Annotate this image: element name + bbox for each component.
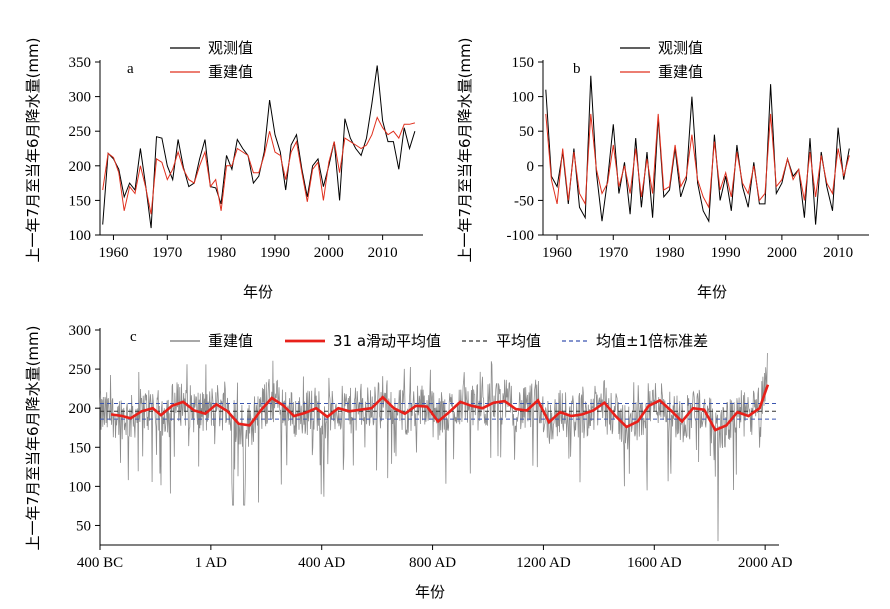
y-tick-label: 200: [69, 401, 92, 417]
legend-mean-label: 平均值: [496, 332, 541, 350]
y-tick-label: 100: [69, 228, 92, 244]
series-line-smooth: [110, 384, 770, 432]
panel-a-axes: 100 150 200 250 300 350 1960 1970 1980 1990 2000 20…: [24, 37, 423, 301]
x-axis-title: 年份: [697, 283, 727, 301]
y-tick-label: 50: [519, 124, 534, 140]
y-tick-label: -100: [507, 228, 535, 244]
x-tick-label: 400 BC: [77, 555, 123, 571]
panel-c-legend: 重建值 31 a滑动平均值 平均值 均值±1倍标准差: [170, 332, 708, 350]
x-tick-label: 1970: [152, 245, 182, 261]
x-tick-label: 800 AD: [409, 555, 456, 571]
x-tick-label: 1980: [206, 245, 236, 261]
x-tick-label: 2010: [368, 245, 398, 261]
y-tick-label: 50: [76, 518, 91, 534]
y-tick-label: 250: [69, 362, 92, 378]
panel-c-series: [99, 353, 779, 542]
panel-b-axes: -100 -50 0 50 100 150 1960 1970 1980 1990 2000 2010…: [456, 37, 869, 301]
x-tick-label: 1200 AD: [516, 555, 571, 571]
x-tick-label: 2000: [767, 245, 797, 261]
y-tick-label: 100: [512, 90, 535, 106]
panel-a-series: [102, 65, 416, 229]
series-line-observed: [545, 75, 850, 225]
legend-annual-label: 重建值: [208, 332, 253, 350]
legend-label: 重建值: [208, 63, 253, 81]
panel-c-axes: 50 100 150 200 250 300 400 BC 1 AD 400 AD 800 AD 1…: [24, 323, 793, 601]
y-tick-label: 300: [69, 90, 92, 106]
y-tick-label: 300: [69, 323, 92, 339]
legend-sd-label: 均值±1倍标准差: [596, 332, 708, 350]
y-tick-label: -50: [514, 193, 534, 209]
x-tick-label: 1990: [260, 245, 290, 261]
x-tick-label: 1600 AD: [627, 555, 682, 571]
x-tick-label: 1980: [654, 245, 684, 261]
x-axis-title: 年份: [243, 283, 273, 301]
x-tick-label: 1970: [598, 245, 628, 261]
legend-label: 观测值: [658, 39, 703, 57]
x-tick-label: 2000: [314, 245, 344, 261]
y-tick-label: 150: [69, 440, 92, 456]
x-tick-label: 2000 AD: [738, 555, 793, 571]
x-axis-title: 年份: [415, 583, 445, 601]
panel-b-series: [545, 75, 850, 225]
y-axis-title: 上一年7月至当年6月降水量(mm): [24, 325, 42, 550]
x-tick-label: 1 AD: [195, 555, 227, 571]
legend-label: 重建值: [658, 63, 703, 81]
legend-label: 观测值: [208, 39, 253, 57]
x-tick-label: 2010: [823, 245, 853, 261]
panel-label: a: [127, 61, 134, 77]
x-tick-label: 1960: [98, 245, 128, 261]
legend-smooth-label: 31 a滑动平均值: [333, 332, 441, 350]
y-tick-label: 150: [69, 193, 92, 209]
series-line-reconstructed: [102, 116, 416, 215]
series-line-observed: [102, 65, 416, 229]
panel-label: c: [130, 329, 137, 345]
y-tick-label: 350: [69, 55, 92, 71]
x-tick-label: 400 AD: [298, 555, 345, 571]
y-tick-label: 150: [512, 55, 535, 71]
y-tick-label: 250: [69, 124, 92, 140]
x-tick-label: 1990: [711, 245, 741, 261]
y-axis-title: 上一年7月至当年6月降水量(mm): [456, 37, 474, 262]
series-line-reconstructed: [545, 113, 850, 210]
x-tick-label: 1960: [542, 245, 572, 261]
series-line-annual: [99, 353, 768, 542]
y-tick-label: 200: [69, 159, 92, 175]
panel-label: b: [573, 61, 581, 77]
y-tick-label: 100: [69, 479, 92, 495]
y-tick-label: 0: [527, 159, 535, 175]
y-axis-title: 上一年7月至当年6月降水量(mm): [24, 37, 42, 262]
